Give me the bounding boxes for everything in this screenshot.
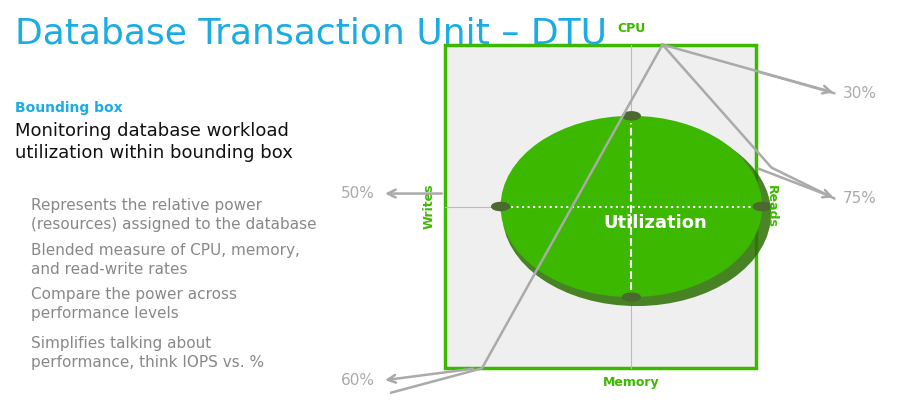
Circle shape	[492, 202, 509, 211]
Text: Simplifies talking about
performance, think IOPS vs. %: Simplifies talking about performance, th…	[31, 336, 264, 370]
Circle shape	[622, 293, 640, 301]
Text: Represents the relative power
(resources) assigned to the database: Represents the relative power (resources…	[31, 198, 316, 232]
Text: Monitoring database workload
utilization within bounding box: Monitoring database workload utilization…	[15, 121, 293, 162]
Text: Writes: Writes	[423, 184, 436, 229]
Text: 75%: 75%	[843, 191, 877, 206]
Text: Compare the power across
performance levels: Compare the power across performance lev…	[31, 287, 237, 321]
Circle shape	[622, 112, 640, 120]
Text: CPU: CPU	[617, 21, 646, 35]
Text: Memory: Memory	[603, 377, 660, 389]
Circle shape	[753, 202, 771, 211]
Text: Utilization: Utilization	[603, 214, 707, 232]
Text: Reads: Reads	[765, 185, 778, 228]
Text: 30%: 30%	[843, 85, 877, 101]
Text: Database Transaction Unit – DTU: Database Transaction Unit – DTU	[15, 16, 607, 50]
Text: Bounding box: Bounding box	[15, 101, 122, 115]
Ellipse shape	[500, 116, 762, 297]
Text: 60%: 60%	[341, 373, 375, 388]
Ellipse shape	[502, 121, 771, 306]
Text: 50%: 50%	[341, 186, 375, 201]
Text: Blended measure of CPU, memory,
and read-write rates: Blended measure of CPU, memory, and read…	[31, 243, 300, 277]
Bar	[445, 45, 756, 368]
